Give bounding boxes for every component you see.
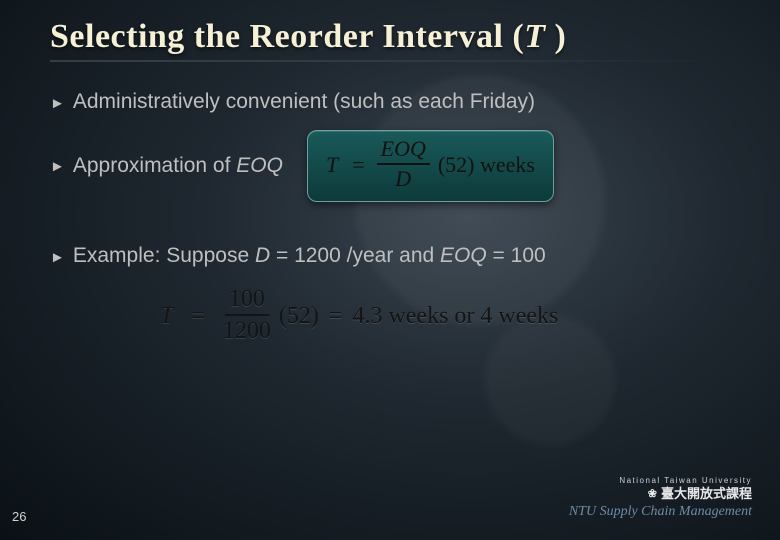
footer-logo: National Taiwan University ❀ 臺大開放式課程 NTU … bbox=[569, 476, 752, 520]
bullet-1: ► Administratively convenient (such as e… bbox=[50, 90, 730, 116]
slide-title: Selecting the Reorder Interval (T ) bbox=[50, 18, 730, 56]
title-prefix: Selecting the Reorder Interval ( bbox=[50, 18, 524, 55]
bullet-marker-icon: ► bbox=[50, 91, 65, 117]
title-suffix: ) bbox=[546, 18, 567, 55]
example-formula: T = 100 1200 (52) = 4.3 weeks or 4 weeks bbox=[160, 288, 730, 344]
bullet-3: ► Example: Suppose D = 1200 /year and EO… bbox=[50, 244, 730, 270]
example-eq: = bbox=[191, 303, 205, 330]
formula-denominator: D bbox=[391, 165, 415, 190]
bullet-3-mid: = 1200 /year and bbox=[270, 244, 440, 267]
example-result: 4.3 weeks or 4 weeks bbox=[352, 303, 558, 330]
bullet-3-prefix: Example: Suppose bbox=[73, 244, 255, 267]
ntu-logo-icon: ❀ bbox=[648, 488, 657, 502]
example-lhs: T bbox=[160, 303, 173, 330]
bullet-marker-icon: ► bbox=[50, 154, 65, 180]
title-variable: T bbox=[524, 18, 545, 55]
bullet-1-text: Administratively convenient (such as eac… bbox=[73, 90, 535, 114]
bullet-3-suffix: = 100 bbox=[487, 244, 546, 267]
formula-box: T = EOQ D (52) weeks bbox=[307, 130, 554, 202]
bullet-marker-icon: ► bbox=[50, 245, 65, 271]
formula-fraction: EOQ D bbox=[377, 138, 430, 190]
formula-numerator: EOQ bbox=[377, 138, 430, 165]
bullet-3-text: Example: Suppose D = 1200 /year and EOQ … bbox=[73, 244, 546, 268]
bullet-3-eoq: EOQ bbox=[440, 244, 487, 267]
bullet-2-text: Approximation of EOQ bbox=[73, 154, 283, 178]
page-number: 26 bbox=[12, 509, 26, 524]
footer-university: National Taiwan University bbox=[569, 476, 752, 486]
slide: Selecting the Reorder Interval (T ) ► Ad… bbox=[0, 0, 780, 540]
footer-ocw-text: 臺大開放式課程 bbox=[661, 486, 752, 501]
example-mid: (52) bbox=[279, 303, 319, 330]
formula-lhs: T bbox=[326, 152, 338, 178]
formula-tail: (52) weeks bbox=[438, 152, 535, 178]
bullet-2-prefix: Approximation of bbox=[73, 154, 236, 177]
example-fraction: 100 1200 bbox=[219, 287, 275, 343]
bullet-list: ► Administratively convenient (such as e… bbox=[50, 90, 730, 344]
title-underline bbox=[50, 60, 730, 62]
example-numerator: 100 bbox=[225, 287, 269, 316]
footer-ocw: ❀ 臺大開放式課程 bbox=[569, 486, 752, 503]
example-eq2: = bbox=[329, 303, 343, 330]
bullet-2: ► Approximation of EOQ T = EOQ D (52) we… bbox=[50, 130, 730, 202]
footer-scm: NTU Supply Chain Management bbox=[569, 503, 752, 521]
bullet-3-d: D bbox=[255, 244, 270, 267]
formula-eq: = bbox=[352, 152, 364, 178]
bullet-2-em: EOQ bbox=[236, 154, 283, 177]
example-denominator: 1200 bbox=[219, 316, 275, 343]
spacer bbox=[50, 216, 730, 244]
